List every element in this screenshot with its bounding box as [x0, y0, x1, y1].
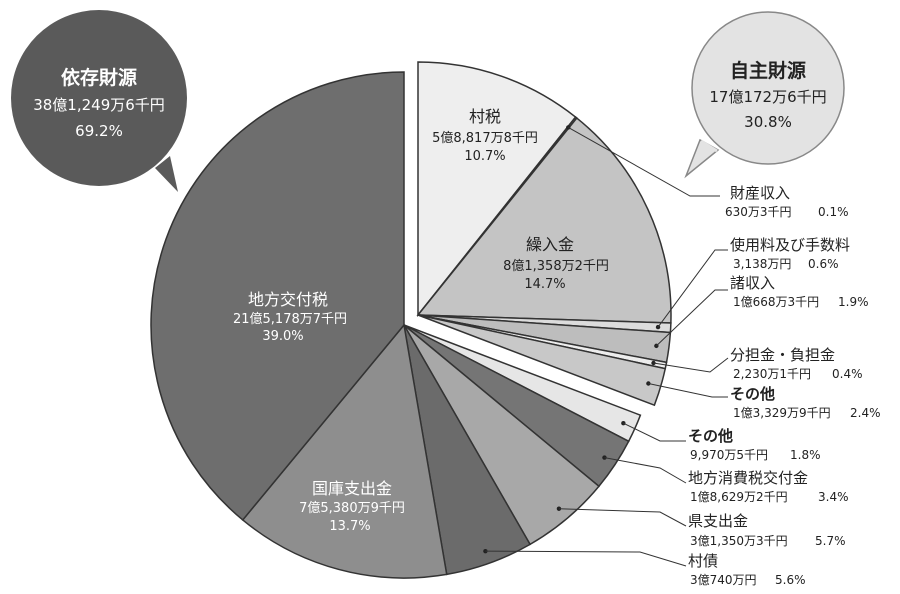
slice-amount-その他-dependent: 9,970万5千円: [690, 448, 768, 462]
leader-line-8: [604, 457, 687, 484]
slice-label-村債: 村債: [688, 552, 718, 570]
label-transfer: 繰入金 8億1,358万2千円 14.7%: [503, 235, 609, 292]
pie-slice-6: [417, 314, 667, 407]
slice-amount-諸収入: 1億668万3千円: [733, 295, 819, 309]
slice-label-使用料及び手数料: 使用料及び手数料: [730, 236, 850, 254]
slice-percent-国庫支出金: 13.7%: [329, 519, 370, 534]
leader-line-1: [568, 126, 720, 197]
slice-amount-その他-own: 1億3,329万9千円: [733, 406, 831, 420]
slice-label-繰入金: 繰入金: [526, 235, 574, 254]
slice-percent-諸収入: 1.9%: [838, 295, 869, 309]
slice-percent-その他-own: 2.4%: [850, 406, 881, 420]
pie-slices: [150, 61, 672, 579]
slice-amount-地方消費税交付金: 1億8,629万2千円: [690, 490, 788, 504]
pie-slice-12: [150, 71, 405, 521]
leader-line-3: [657, 249, 728, 328]
pie-slice-0: [417, 61, 577, 318]
slice-label-県支出金: 県支出金: [688, 512, 748, 530]
leader-line-4: [656, 289, 728, 347]
slice-amount-使用料及び手数料: 3,138万円: [733, 257, 791, 271]
slice-percent-財産収入: 0.1%: [818, 205, 849, 219]
callout-title-dependent: 依存財源: [61, 66, 137, 89]
slice-percent-県支出金: 5.7%: [815, 534, 846, 548]
pie-slice-11: [241, 323, 448, 579]
callout-tail-dependent: [155, 156, 178, 192]
slice-label-分担金・負担金: 分担金・負担金: [730, 346, 835, 364]
label-local-allocation-tax: 地方交付税 21億5,178万7千円 39.0%: [233, 290, 347, 344]
slice-label-財産収入: 財産収入: [730, 184, 790, 202]
slice-label-地方消費税交付金: 地方消費税交付金: [688, 469, 808, 487]
leader-line-10: [485, 550, 687, 567]
slice-amount-地方交付税: 21億5,178万7千円: [233, 311, 347, 327]
leader-line-5: [653, 357, 729, 373]
slice-label-その他-dependent: その他: [688, 427, 733, 445]
slice-amount-繰入金: 8億1,358万2千円: [503, 258, 609, 274]
slice-amount-村税: 5億8,817万8千円: [432, 130, 538, 146]
slice-label-その他-own: その他: [730, 385, 775, 403]
label-tax: 村税 5億8,817万8千円 10.7%: [432, 107, 538, 164]
slice-amount-分担金・負担金: 2,230万1千円: [733, 367, 811, 381]
leader-line-7: [623, 422, 686, 442]
leader-lines: [483, 125, 729, 567]
callout-own-revenue: 自主財源 17億172万6千円 30.8%: [684, 11, 845, 179]
slice-percent-村債: 5.6%: [775, 573, 806, 587]
callout-percent-own: 30.8%: [744, 113, 792, 131]
slice-percent-使用料及び手数料: 0.6%: [808, 257, 839, 271]
slice-percent-村税: 10.7%: [464, 149, 505, 164]
slice-amount-県支出金: 3億1,350万3千円: [690, 534, 788, 548]
pie-slice-2: [416, 116, 672, 324]
callout-percent-dependent: 69.2%: [75, 122, 123, 140]
callout-tail-own: [684, 138, 720, 179]
slice-percent-繰入金: 14.7%: [524, 277, 565, 292]
slice-amount-村債: 3億740万円: [690, 573, 757, 587]
slice-percent-分担金・負担金: 0.4%: [832, 367, 863, 381]
leader-line-9: [558, 508, 687, 527]
slice-label-村税: 村税: [469, 107, 501, 126]
leader-line-6: [648, 383, 728, 398]
slice-percent-その他-dependent: 1.8%: [790, 448, 821, 462]
callout-tail-join: [700, 139, 718, 153]
callout-bubble-own: [691, 11, 845, 165]
callout-amount-own: 17億172万6千円: [709, 88, 826, 106]
slice-amount-国庫支出金: 7億5,380万9千円: [299, 500, 405, 516]
slice-percent-地方消費税交付金: 3.4%: [818, 490, 849, 504]
callout-dependent-revenue: 依存財源 38億1,249万6千円 69.2%: [11, 10, 187, 192]
slice-label-諸収入: 諸収入: [730, 274, 775, 292]
slice-label-地方交付税: 地方交付税: [248, 290, 328, 309]
slice-label-国庫支出金: 国庫支出金: [312, 479, 392, 498]
slice-amount-財産収入: 630万3千円: [725, 205, 792, 219]
callout-title-own: 自主財源: [730, 59, 806, 82]
callout-amount-dependent: 38億1,249万6千円: [33, 96, 165, 114]
label-national-treasury: 国庫支出金 7億5,380万9千円 13.7%: [299, 479, 405, 534]
callout-bubble-dependent: [11, 10, 187, 186]
slice-percent-地方交付税: 39.0%: [262, 329, 303, 344]
outside-labels: 財産収入 630万3千円 0.1% 使用料及び手数料 3,138万円 0.6% …: [688, 184, 881, 587]
